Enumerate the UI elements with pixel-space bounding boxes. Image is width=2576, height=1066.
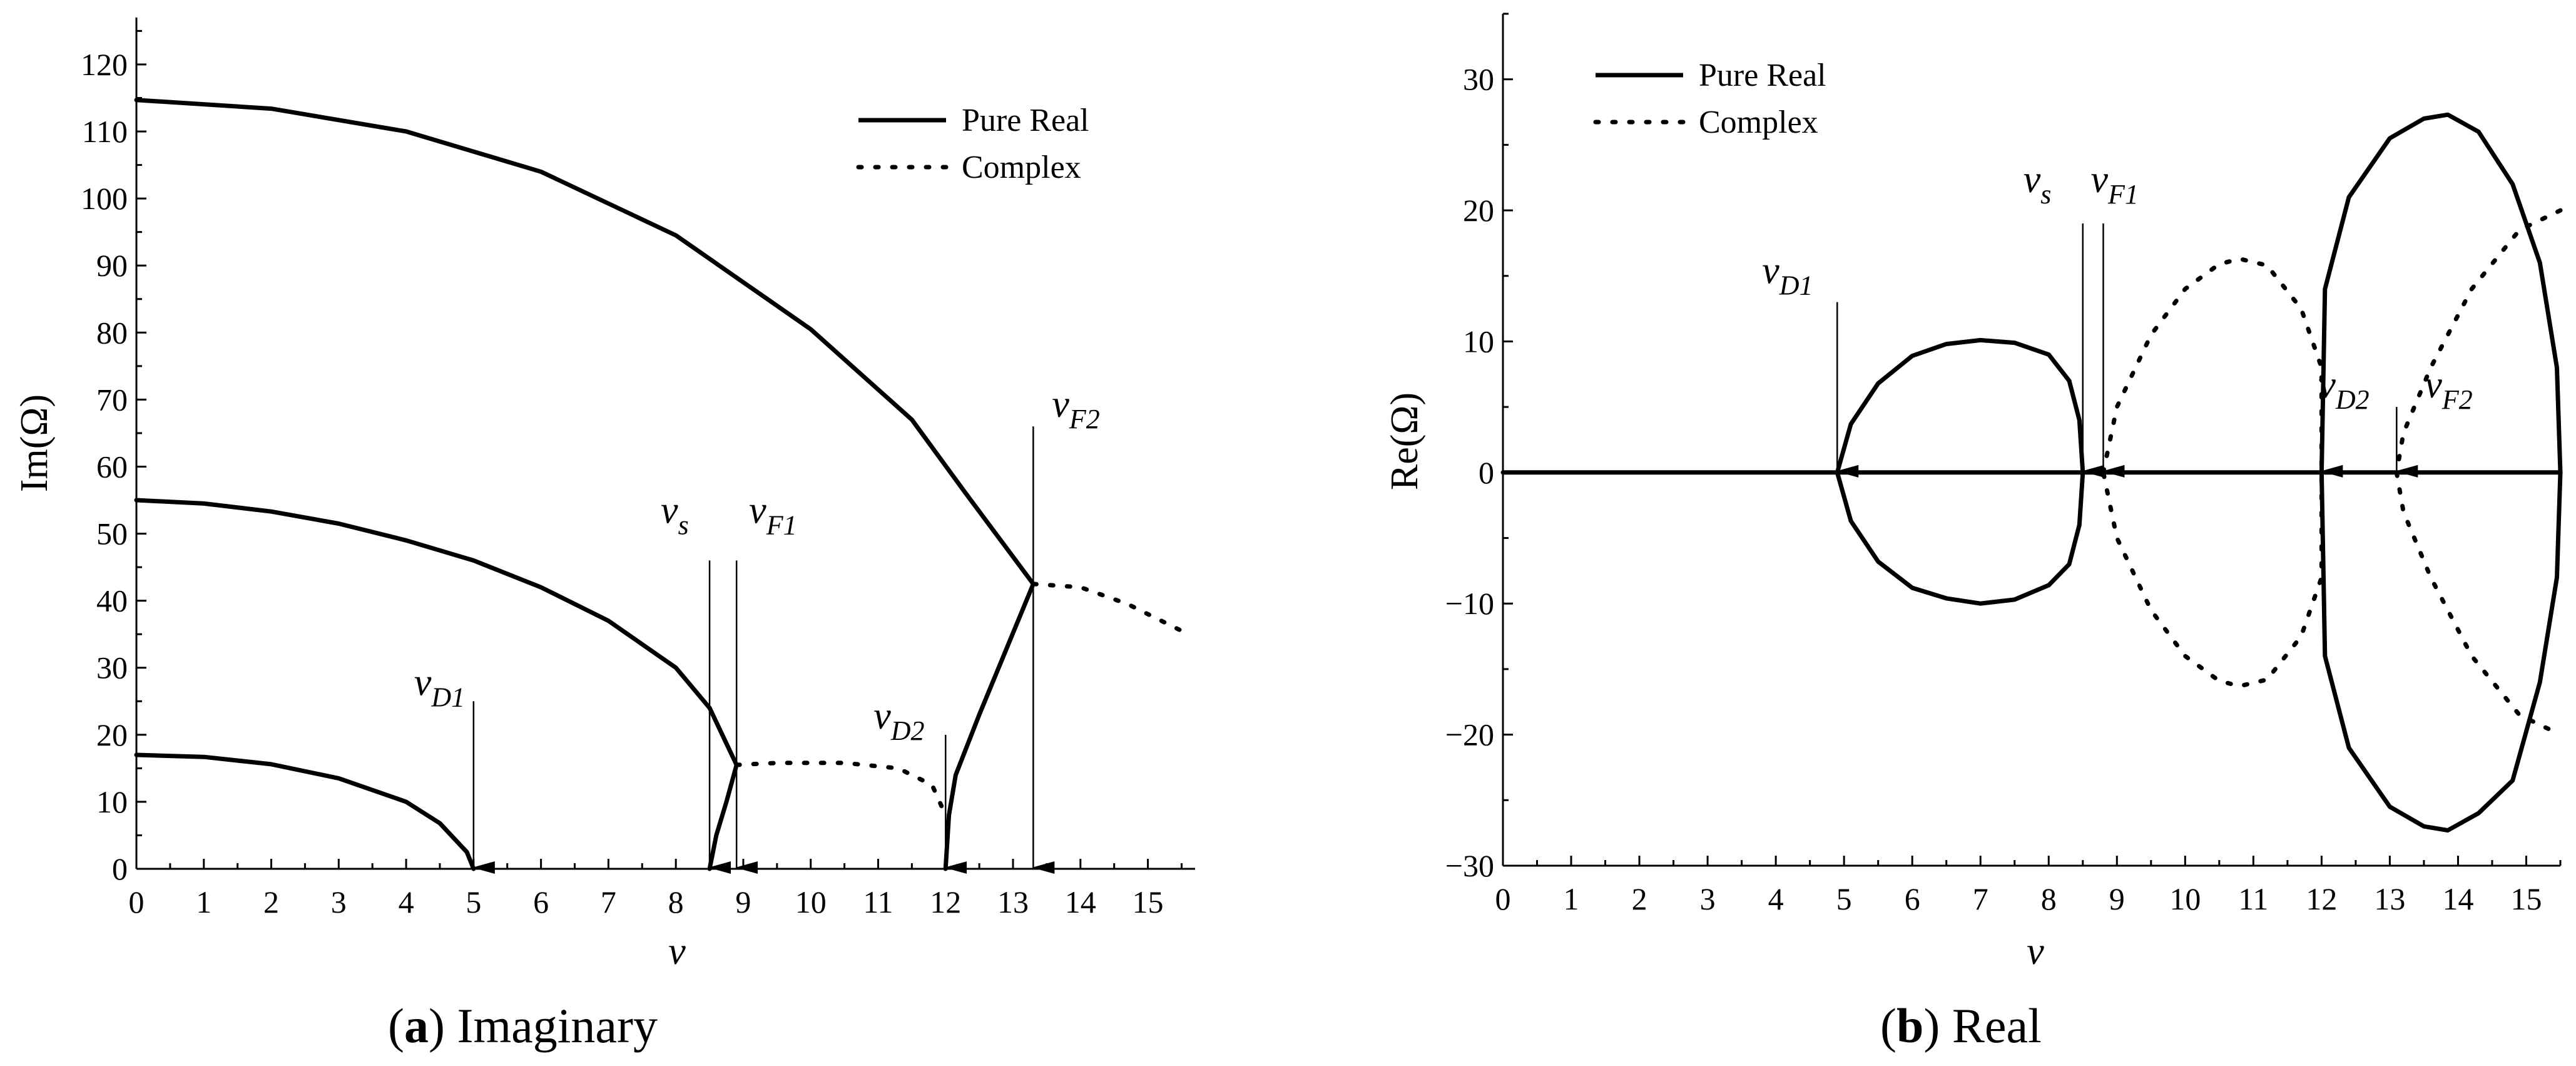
series-pure-real-line xyxy=(707,762,739,871)
annotation-label-d2: vD2 xyxy=(873,695,924,746)
x-tick-label: 4 xyxy=(399,884,414,920)
series-complex-line xyxy=(1031,582,1184,633)
annotation-label-f2: vF2 xyxy=(1052,383,1099,434)
series-pure-real-line xyxy=(134,498,739,767)
x-tick-label: 5 xyxy=(1836,881,1852,916)
y-tick-label: 20 xyxy=(1463,193,1494,228)
series-pure-real-line xyxy=(2319,112,2563,833)
y-tick-label: −10 xyxy=(1445,586,1494,621)
series-pure-real-line xyxy=(134,752,476,871)
y-tick-label: 30 xyxy=(96,650,128,685)
x-tick-label: 6 xyxy=(533,884,549,920)
x-tick-label: 8 xyxy=(668,884,684,920)
legend-label: Pure Real xyxy=(1699,58,1826,93)
x-tick-label: 14 xyxy=(2442,881,2473,916)
caption-a-text: Imaginary xyxy=(445,998,658,1053)
y-tick-label: 90 xyxy=(96,248,128,283)
y-tick-label: 120 xyxy=(81,47,128,82)
x-tick-label: 5 xyxy=(466,884,481,920)
x-axis-title: v xyxy=(2027,930,2044,973)
annotation-label-s: vs xyxy=(661,489,689,540)
annotation-label-s: vs xyxy=(2024,158,2052,210)
annotation-subscript: D1 xyxy=(1779,270,1813,301)
annotation-subscript: F2 xyxy=(1069,404,1100,434)
legend-label: Pure Real xyxy=(962,103,1089,138)
caption-a-letter: a xyxy=(404,998,429,1053)
x-tick-label: 14 xyxy=(1065,884,1096,920)
y-tick-label: 30 xyxy=(1463,62,1494,97)
x-tick-label: 2 xyxy=(1632,881,1647,916)
x-tick-label: 6 xyxy=(1905,881,1920,916)
y-tick-label: 80 xyxy=(96,315,128,350)
y-tick-label: 50 xyxy=(96,516,128,551)
x-tick-label: 13 xyxy=(2374,881,2405,916)
x-tick-label: 10 xyxy=(795,884,827,920)
x-tick-label: 9 xyxy=(735,884,751,920)
x-tick-label: 7 xyxy=(601,884,616,920)
x-tick-label: 3 xyxy=(331,884,347,920)
y-axis-title: Im(Ω) xyxy=(13,394,56,492)
annotation-label-f1: vF1 xyxy=(2090,158,2138,210)
annotation-label-f1: vF1 xyxy=(749,489,797,540)
annotation-subscript: D2 xyxy=(890,715,925,746)
y-tick-label: 100 xyxy=(81,181,128,216)
y-tick-label: 10 xyxy=(1463,324,1494,359)
annotation-label-d1: vD1 xyxy=(1762,250,1813,301)
annotation-subscript: s xyxy=(678,510,689,540)
series-pure-real-line xyxy=(943,582,1036,871)
annotation-subscript: F1 xyxy=(766,510,797,540)
series-complex-line xyxy=(734,761,948,817)
caption-a: (a) Imaginary xyxy=(388,998,658,1053)
annotation-label-d2: vD2 xyxy=(2318,364,2369,415)
annotation-subscript: D2 xyxy=(2335,384,2370,415)
x-tick-label: 10 xyxy=(2169,881,2201,916)
caption-b-letter: b xyxy=(1896,998,1923,1053)
x-tick-label: 15 xyxy=(2510,881,2542,916)
annotation-subscript: F2 xyxy=(2441,384,2473,415)
caption-b-text: Real xyxy=(1940,998,2041,1053)
x-tick-label: 13 xyxy=(997,884,1029,920)
y-axis-title: Re(Ω) xyxy=(1383,392,1426,490)
x-tick-label: 8 xyxy=(2041,881,2057,916)
x-tick-label: 9 xyxy=(2109,881,2125,916)
y-tick-label: 10 xyxy=(96,784,128,819)
x-tick-label: 3 xyxy=(1700,881,1716,916)
x-tick-label: 0 xyxy=(1495,881,1511,916)
series-pure-real-line xyxy=(134,98,1036,587)
y-tick-label: 110 xyxy=(82,114,128,149)
x-tick-label: 1 xyxy=(1564,881,1579,916)
x-tick-label: 2 xyxy=(263,884,279,920)
x-tick-label: 7 xyxy=(1973,881,1988,916)
y-tick-label: −30 xyxy=(1445,848,1494,883)
x-tick-label: 12 xyxy=(930,884,961,920)
x-tick-label: 4 xyxy=(1768,881,1784,916)
x-tick-label: 12 xyxy=(2306,881,2337,916)
x-axis-title: v xyxy=(668,930,686,973)
x-tick-label: 1 xyxy=(196,884,211,920)
y-tick-label: 0 xyxy=(1479,455,1494,490)
annotation-subscript: D1 xyxy=(430,682,465,712)
caption-b: (b) Real xyxy=(1880,998,2042,1053)
y-tick-label: 40 xyxy=(96,583,128,618)
x-tick-label: 0 xyxy=(129,884,145,920)
annotation-label-f2: vF2 xyxy=(2425,364,2472,415)
y-tick-label: 70 xyxy=(96,382,128,417)
legend-label: Complex xyxy=(962,150,1081,185)
annotation-subscript: F1 xyxy=(2107,179,2139,210)
y-tick-label: 0 xyxy=(112,851,128,886)
legend-label: Complex xyxy=(1699,105,1818,140)
y-tick-label: −20 xyxy=(1445,717,1494,752)
y-tick-label: 60 xyxy=(96,449,128,484)
x-tick-label: 11 xyxy=(2238,881,2268,916)
x-tick-label: 15 xyxy=(1133,884,1164,920)
annotation-subscript: s xyxy=(2040,179,2051,210)
x-tick-label: 11 xyxy=(863,884,893,920)
y-tick-label: 20 xyxy=(96,717,128,752)
annotation-label-d1: vD1 xyxy=(414,661,465,712)
